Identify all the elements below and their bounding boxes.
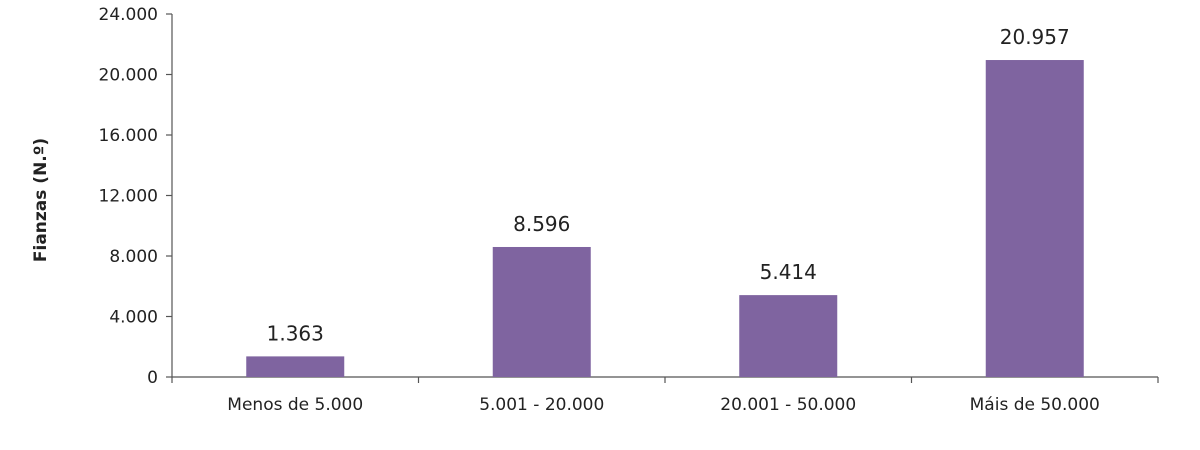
bar-value-label: 8.596	[513, 212, 570, 236]
bars: 1.363 8.596 5.414 20.957	[246, 25, 1084, 377]
y-tick-label: 4.000	[109, 308, 158, 328]
x-tick-label: Máis de 50.000	[970, 395, 1100, 415]
y-tick-label: 20.000	[99, 66, 158, 86]
bar	[985, 60, 1084, 377]
bar-value-label: 1.363	[267, 321, 324, 345]
bar-value-label: 5.414	[760, 260, 817, 284]
y-tick-label: 0	[147, 368, 158, 388]
y-axis-title: Fianzas (N.º)	[31, 138, 51, 262]
bar	[739, 295, 838, 377]
x-tick-label: Menos de 5.000	[227, 395, 363, 415]
y-axis: 0 4.000 8.000 12.000 16.000 20.000 24.000	[99, 5, 173, 388]
y-tick-label: 16.000	[99, 126, 158, 146]
bar-value-label: 20.957	[1000, 25, 1070, 49]
y-tick-label: 8.000	[109, 247, 158, 267]
x-tick-label: 5.001 - 20.000	[479, 395, 604, 415]
bar	[492, 246, 591, 377]
y-tick-label: 24.000	[99, 5, 158, 25]
x-tick-label: 20.001 - 50.000	[720, 395, 856, 415]
x-axis: Menos de 5.000 5.001 - 20.000 20.001 - 50.…	[171, 376, 1159, 415]
bar	[246, 356, 345, 377]
y-tick-label: 12.000	[99, 187, 158, 207]
